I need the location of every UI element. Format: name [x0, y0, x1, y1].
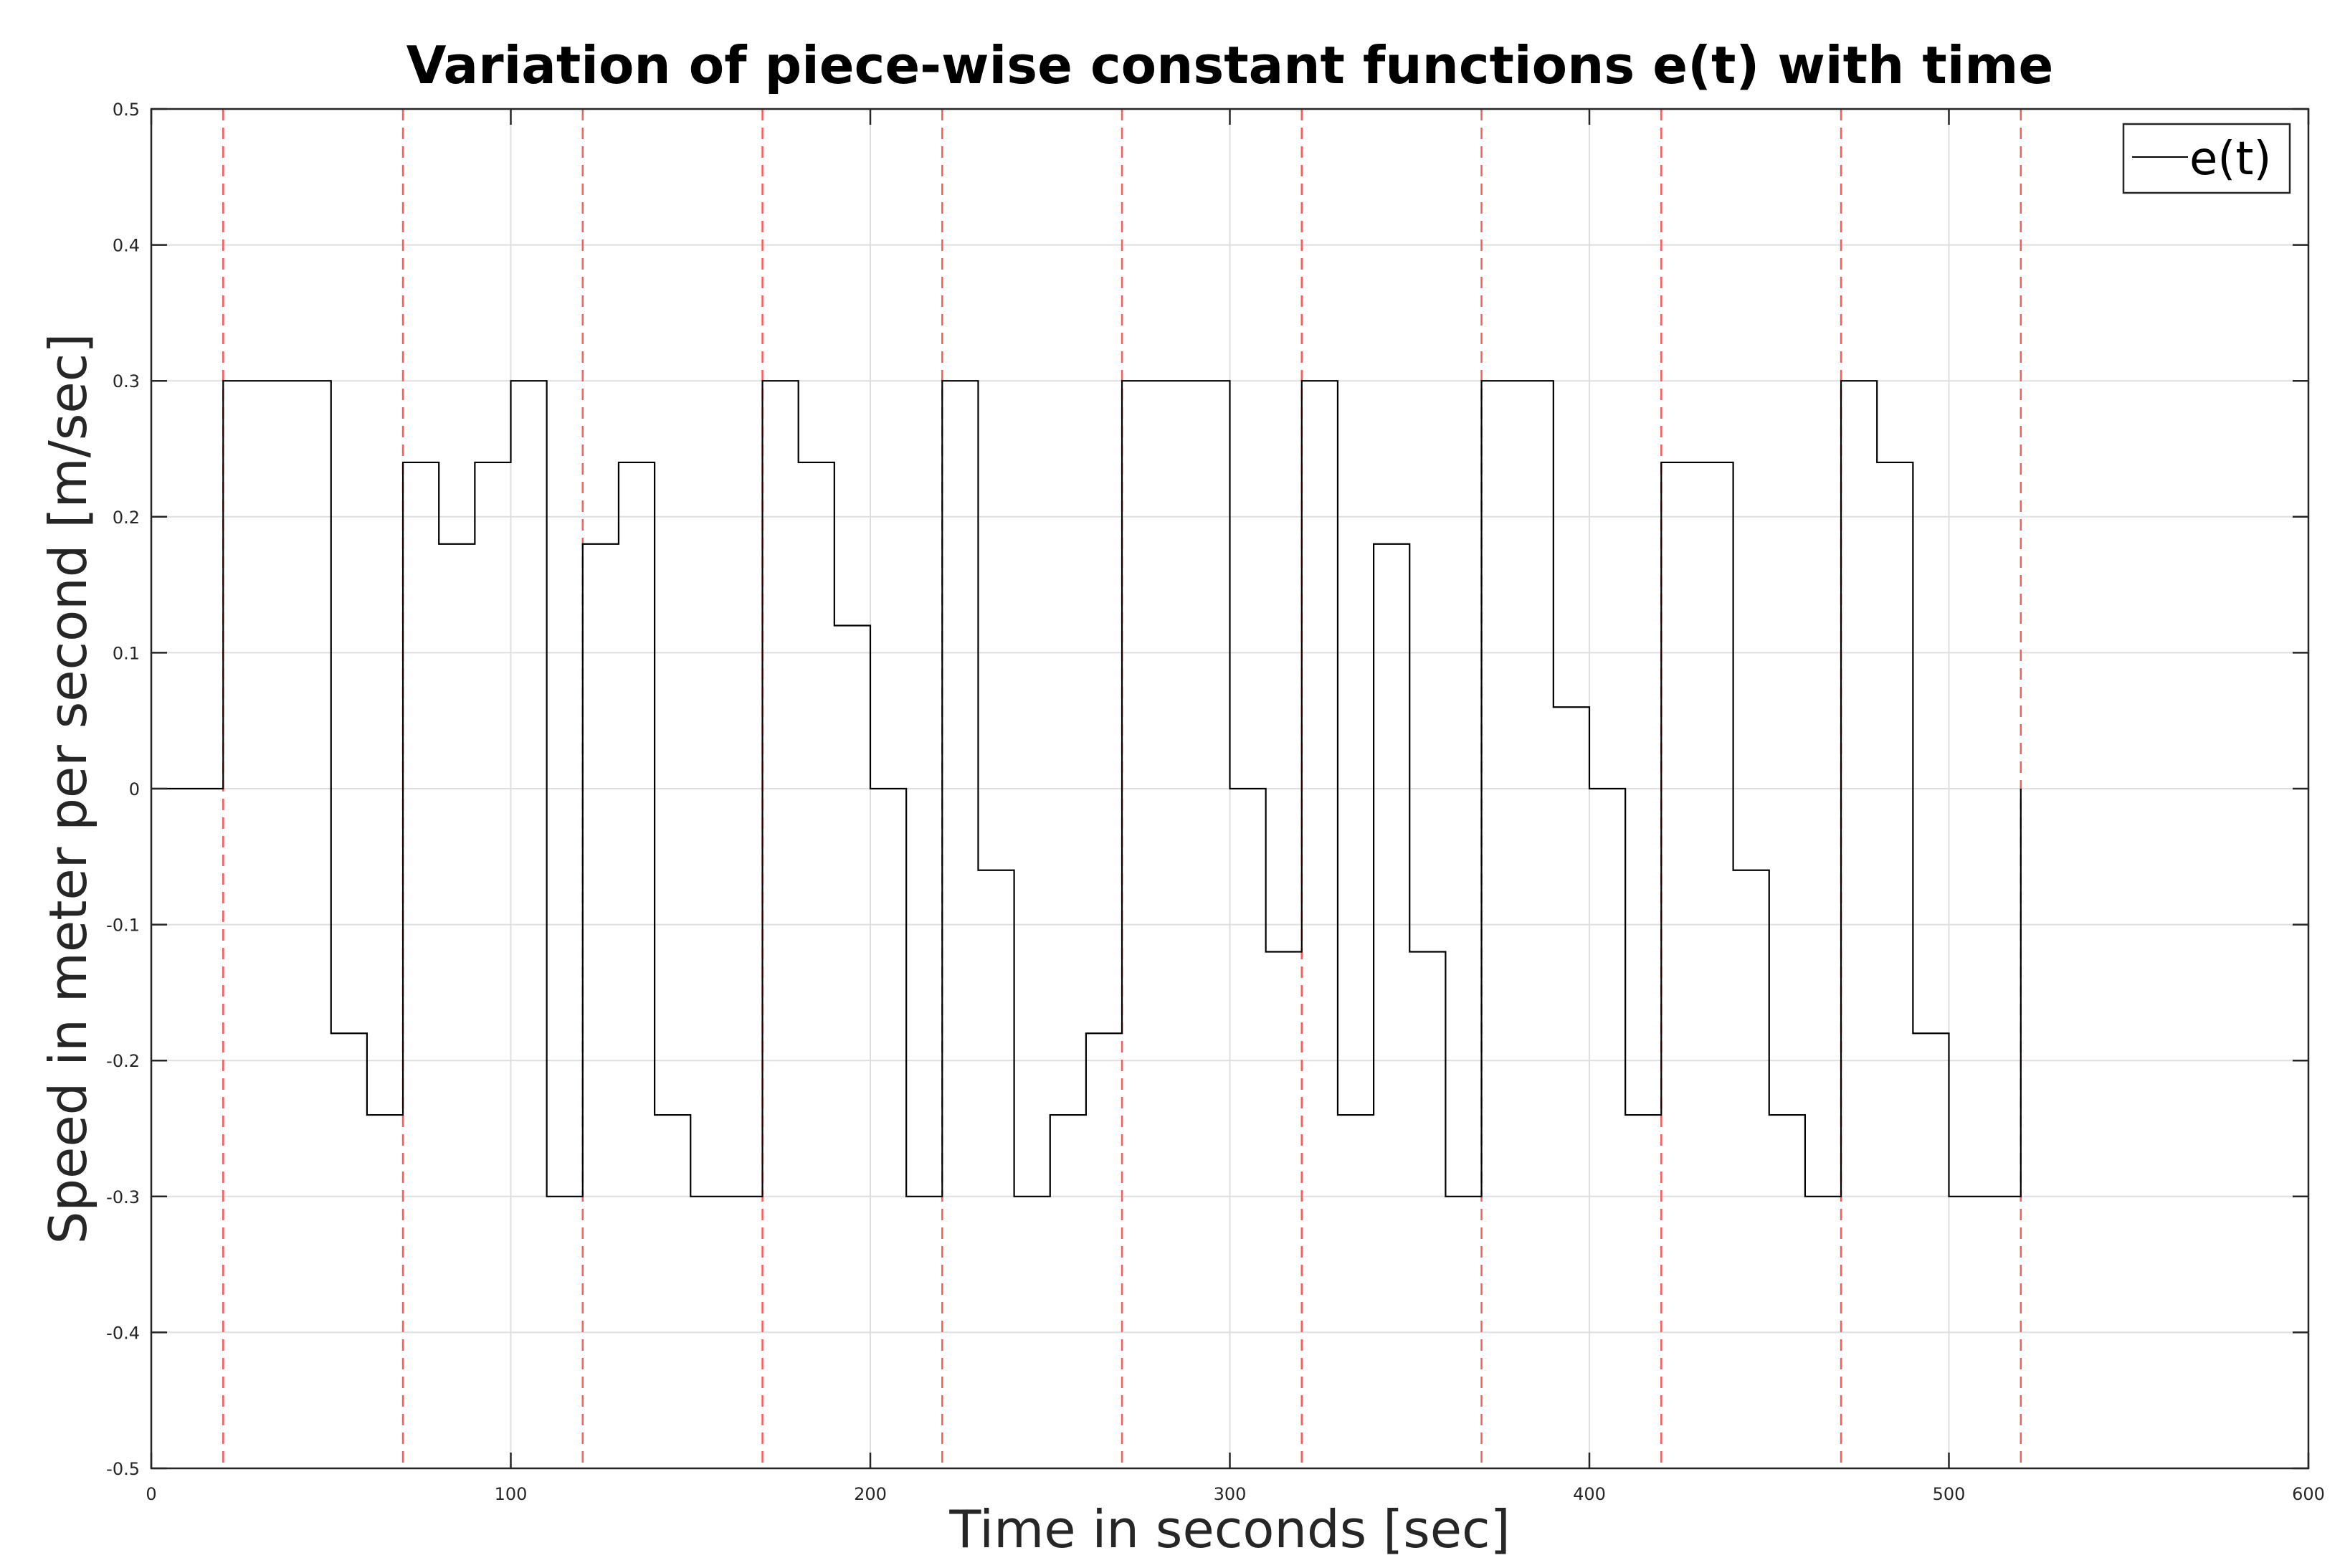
x-tick-label: 200 — [854, 1484, 887, 1504]
chart-title: Variation of piece-wise constant functio… — [406, 35, 2054, 95]
x-tick-label: 600 — [2292, 1484, 2325, 1504]
y-axis-label: Speed in meter per second [m/sec] — [38, 333, 98, 1245]
x-tick-label: 500 — [1933, 1484, 1966, 1504]
x-axis-label: Time in seconds [sec] — [948, 1499, 1510, 1559]
x-tick-label: 0 — [146, 1484, 156, 1504]
legend-entry: e(t) — [2189, 133, 2271, 186]
x-tick-label: 400 — [1573, 1484, 1606, 1504]
series-line — [151, 380, 2022, 1197]
series-layer — [151, 380, 2022, 1197]
x-tick-label: 100 — [495, 1484, 528, 1504]
y-tick-label: 0.3 — [113, 371, 140, 391]
y-tick-label: 0.4 — [113, 236, 140, 256]
y-tick-label: -0.1 — [106, 916, 140, 936]
y-tick-label: 0.2 — [113, 508, 140, 528]
axis-ticks: 0 100 200 300 400 500 600 0.5 0.4 0.3 0.2 0.1 0 -0.1 -… — [106, 100, 2325, 1504]
x-tick-label: 300 — [1214, 1484, 1247, 1504]
y-tick-label: 0.1 — [113, 643, 140, 663]
y-tick-label: -0.3 — [106, 1187, 140, 1207]
y-tick-label: 0 — [129, 779, 140, 799]
y-tick-label: -0.5 — [106, 1459, 140, 1479]
y-tick-label: -0.4 — [106, 1323, 140, 1343]
legend: e(t) — [2122, 123, 2291, 194]
y-tick-label: 0.5 — [113, 100, 140, 120]
y-tick-label: -0.2 — [106, 1051, 140, 1071]
legend-box — [2122, 123, 2291, 194]
